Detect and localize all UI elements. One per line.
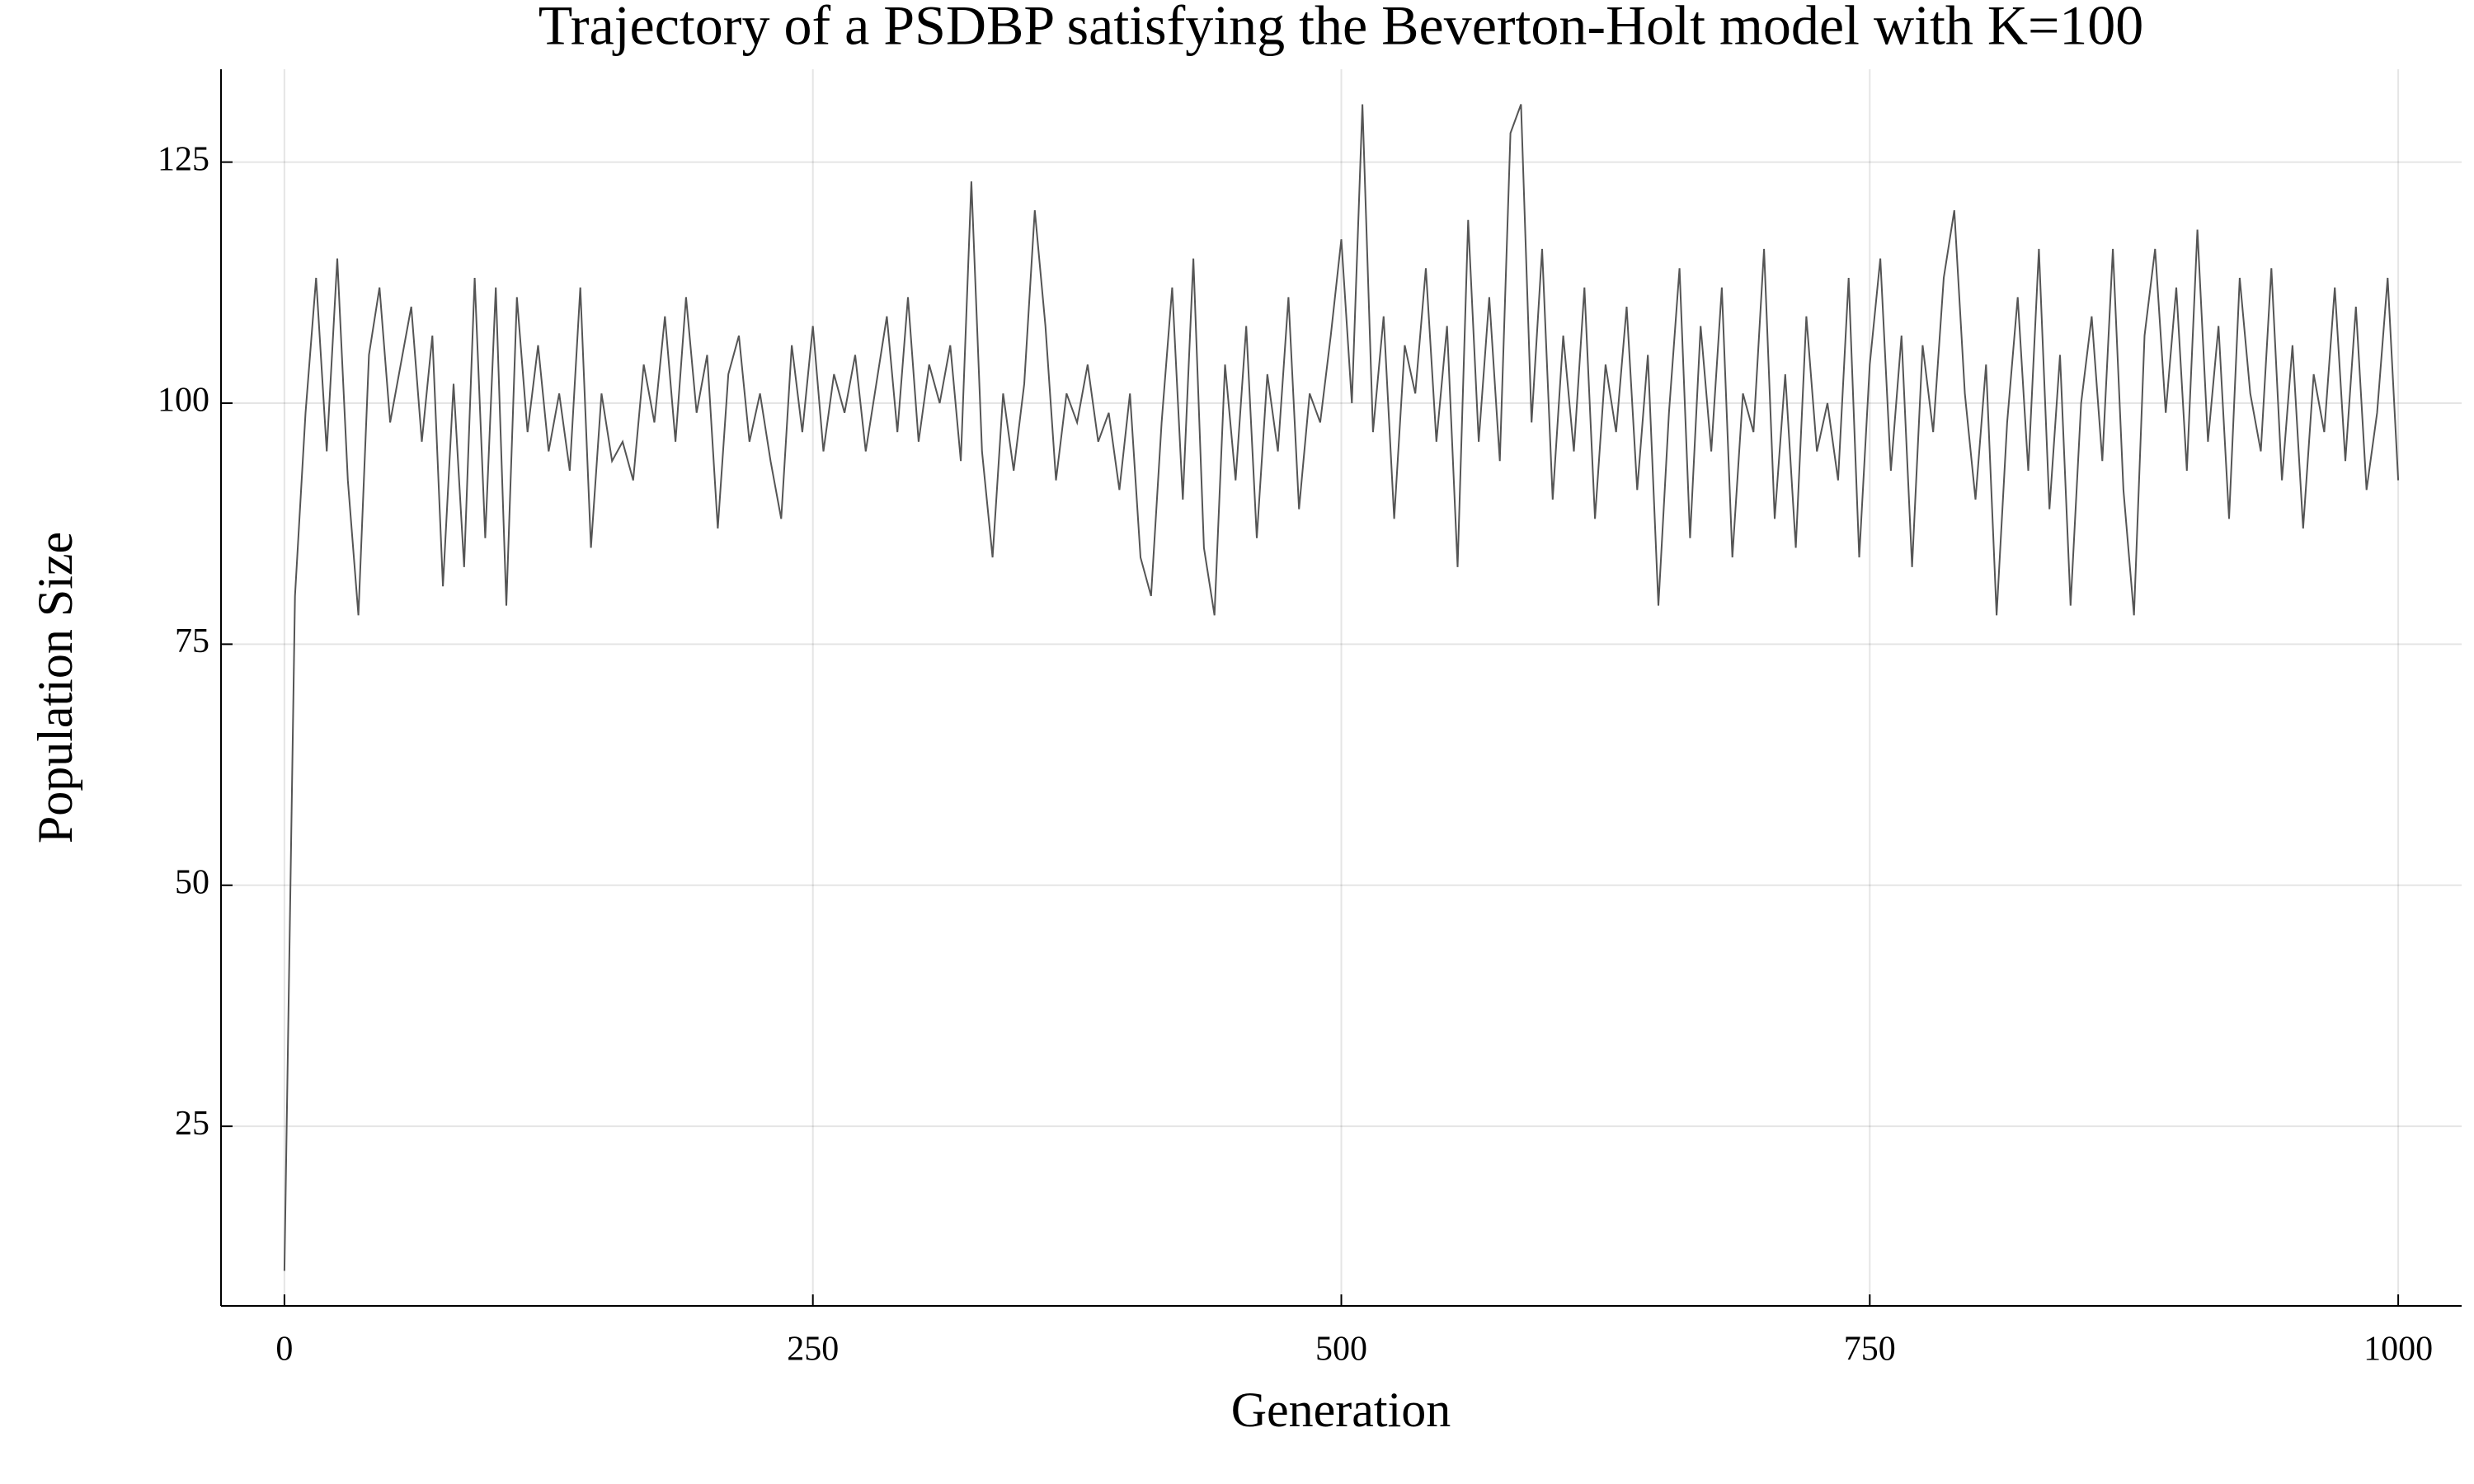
y-tick-label: 100 [158, 382, 209, 420]
x-tick-label: 750 [1844, 1331, 1896, 1369]
chart-title: Trajectory of a PSDBP satisfying the Bev… [539, 0, 2144, 57]
y-tick-label: 25 [175, 1105, 209, 1143]
y-tick-label: 125 [158, 140, 209, 178]
x-tick-label: 250 [787, 1331, 839, 1369]
y-axis-label: Population Size [28, 532, 82, 843]
data-line [283, 104, 2400, 1271]
x-axis-label: Generation [1231, 1383, 1451, 1437]
x-tick-label: 0 [275, 1331, 293, 1369]
y-tick-label: 50 [175, 863, 209, 901]
y-tick-label: 75 [175, 622, 209, 660]
x-tick-label: 1000 [2363, 1331, 2433, 1369]
x-tick-label: 500 [1315, 1331, 1367, 1369]
